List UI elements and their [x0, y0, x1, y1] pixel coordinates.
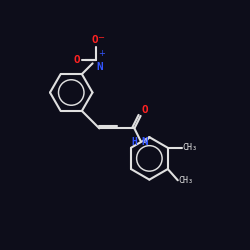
Text: −: −: [96, 33, 104, 42]
Text: N: N: [141, 137, 148, 147]
Text: +: +: [98, 49, 104, 58]
Text: CH₃: CH₃: [178, 176, 193, 185]
Text: CH₃: CH₃: [182, 143, 197, 152]
Text: O: O: [142, 105, 149, 115]
Text: O: O: [74, 55, 80, 65]
Text: H: H: [131, 137, 137, 147]
Text: N: N: [96, 62, 103, 72]
Text: O: O: [91, 34, 98, 44]
